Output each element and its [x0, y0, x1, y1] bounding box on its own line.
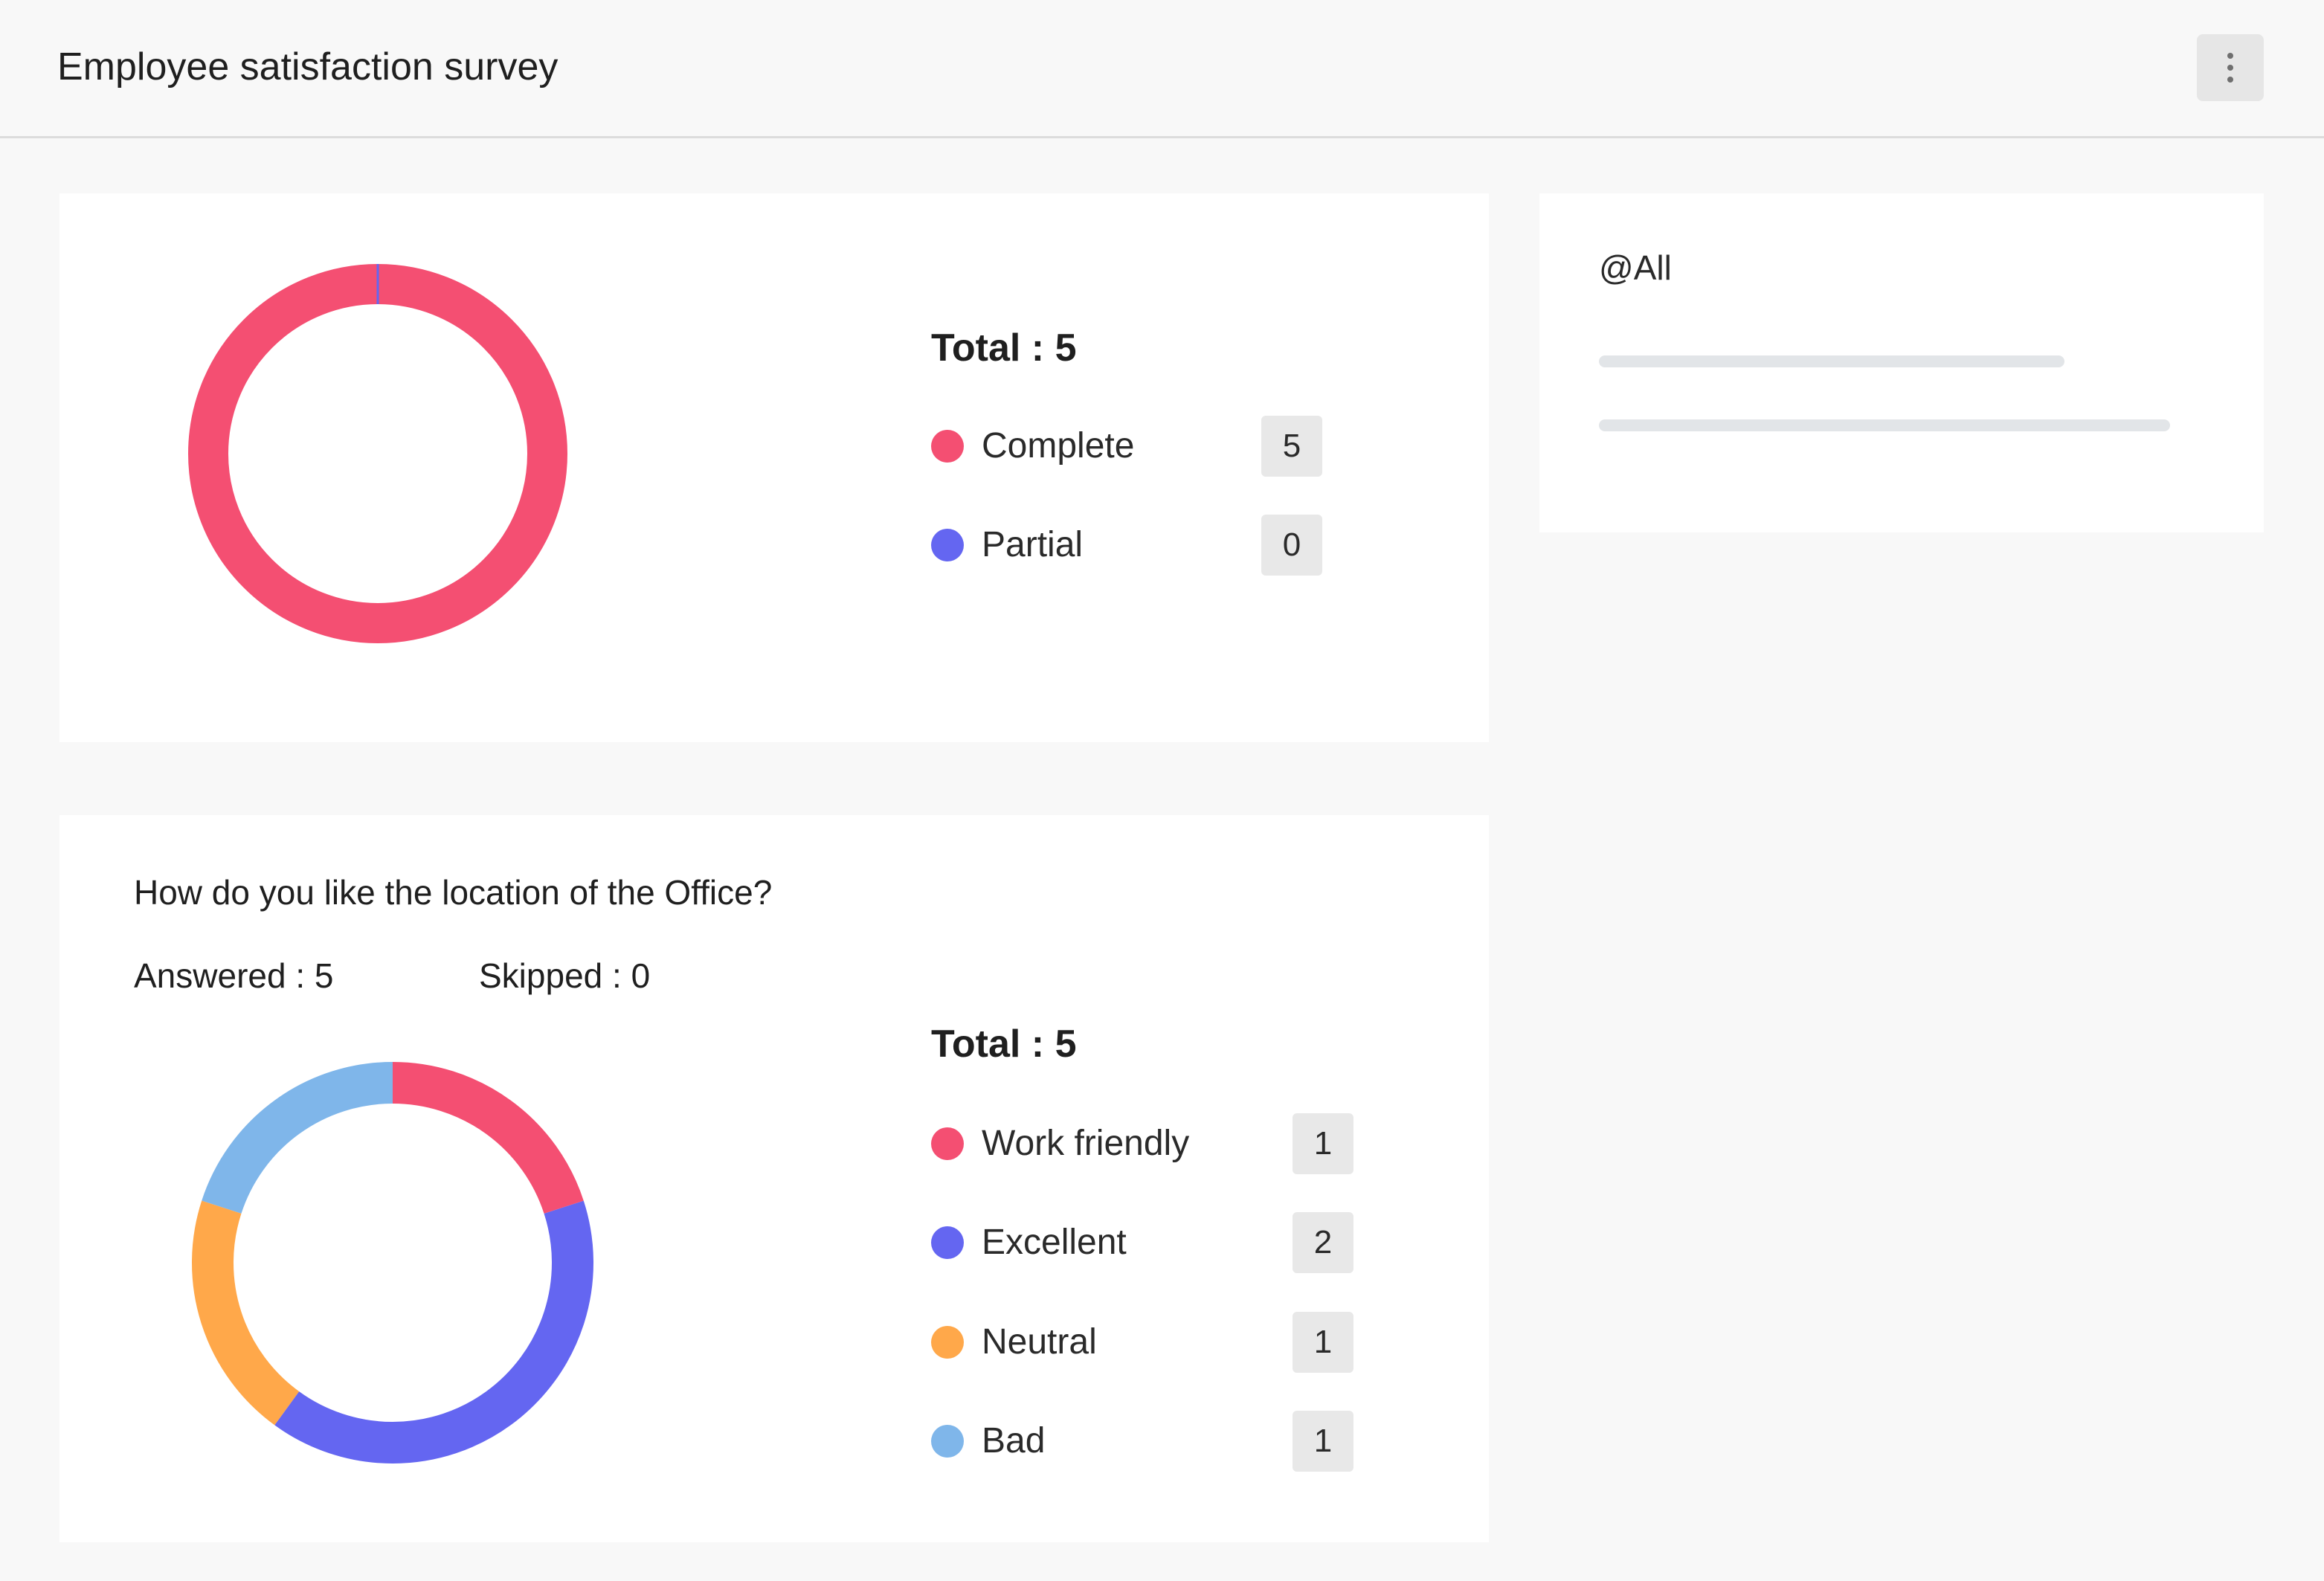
legend-dot-complete — [931, 430, 964, 463]
skipped-count: Skipped : 0 — [479, 956, 651, 995]
legend-count-work-friendly: 1 — [1293, 1113, 1353, 1174]
donut-slice-bad — [202, 1062, 393, 1214]
donut-slice-complete — [188, 264, 567, 643]
legend-dot-bad — [931, 1425, 964, 1458]
legend-item-bad: Bad 1 — [931, 1410, 1353, 1472]
question-total: Total : 5 — [931, 1023, 1077, 1066]
legend-label-complete: Complete — [982, 426, 1135, 466]
legend-label-neutral: Neutral — [982, 1322, 1097, 1362]
page-title: Employee satisfaction survey — [57, 45, 559, 88]
response-summary-donut-chart — [188, 264, 567, 643]
legend-count-neutral: 1 — [1293, 1312, 1353, 1373]
donut-slice-neutral — [192, 1200, 300, 1426]
legend-dot-work-friendly — [931, 1127, 964, 1160]
legend-dot-excellent — [931, 1226, 964, 1259]
legend-count-partial: 0 — [1261, 515, 1322, 576]
response-summary-card: Total : 5 Complete 5 Partial 0 — [59, 193, 1489, 742]
legend-item-complete: Complete 5 — [931, 415, 1322, 477]
legend-label-partial: Partial — [982, 525, 1084, 564]
answered-count: Answered : 5 — [134, 956, 334, 995]
legend-dot-partial — [931, 529, 964, 561]
legend-label-work-friendly: Work friendly — [982, 1124, 1190, 1163]
skeleton-line — [1599, 355, 2064, 367]
summary-total: Total : 5 — [931, 326, 1077, 370]
audience-card: @All — [1539, 193, 2264, 532]
more-options-button[interactable] — [2197, 34, 2264, 101]
question-donut-chart — [192, 1062, 593, 1464]
more-vertical-icon-dot — [2227, 77, 2233, 83]
skeleton-line — [1599, 419, 2170, 431]
more-vertical-icon-dot — [2227, 65, 2233, 71]
legend-item-excellent: Excellent 2 — [931, 1211, 1353, 1274]
donut-slice-work-friendly — [392, 1062, 584, 1214]
audience-label: @All — [1599, 248, 1672, 287]
legend-dot-neutral — [931, 1326, 964, 1359]
donut-slice-excellent — [274, 1200, 593, 1464]
more-vertical-icon — [2227, 53, 2233, 59]
legend-item-neutral: Neutral 1 — [931, 1311, 1353, 1374]
legend-item-work-friendly: Work friendly 1 — [931, 1113, 1353, 1175]
legend-count-excellent: 2 — [1293, 1212, 1353, 1273]
legend-label-bad: Bad — [982, 1421, 1046, 1461]
legend-count-bad: 1 — [1293, 1411, 1353, 1472]
legend-count-complete: 5 — [1261, 416, 1322, 477]
page-header: Employee satisfaction survey — [0, 0, 2324, 138]
question-results-card: How do you like the location of the Offi… — [59, 815, 1489, 1542]
legend-item-partial: Partial 0 — [931, 514, 1322, 576]
question-text: How do you like the location of the Offi… — [134, 873, 773, 912]
legend-label-excellent: Excellent — [982, 1223, 1127, 1262]
